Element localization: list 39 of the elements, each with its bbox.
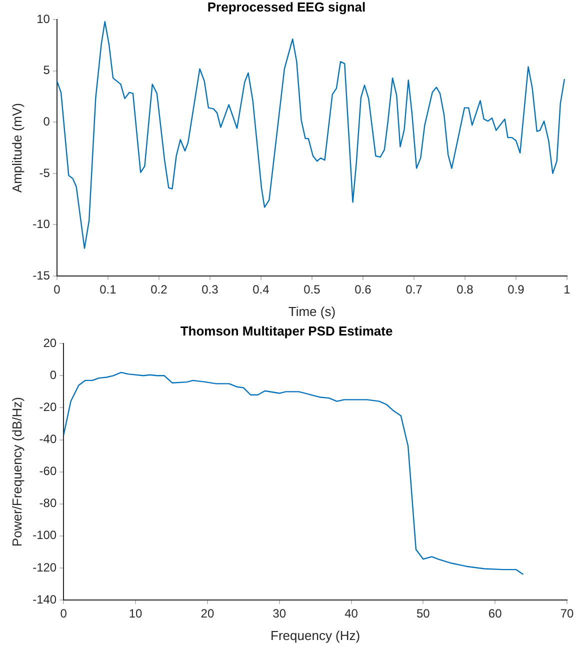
y-tick-label: -5 [39, 166, 50, 180]
x-tick-label: 70 [560, 606, 574, 621]
y-tick-label: 0 [50, 368, 57, 382]
y-axis-title: Amplitude (mV) [9, 103, 24, 193]
y-tick-label: 10 [36, 12, 50, 26]
chart-title: Preprocessed EEG signal [207, 0, 366, 14]
x-tick-label: 40 [344, 606, 358, 621]
x-tick-label: 1 [564, 282, 571, 297]
x-axis-title: Time (s) [288, 304, 336, 319]
chart-title: Thomson Multitaper PSD Estimate [180, 323, 393, 338]
x-tick-label: 20 [200, 606, 214, 621]
x-tick-label: 0.7 [406, 282, 423, 297]
x-tick-label: 10 [128, 606, 143, 621]
y-tick-label: -10 [32, 217, 50, 232]
x-tick-label: 0.3 [202, 282, 219, 297]
y-tick-label: -80 [39, 496, 57, 510]
x-tick-label: 0.8 [456, 282, 474, 297]
y-tick-label: 5 [43, 63, 50, 78]
x-tick-label: 0 [60, 606, 68, 621]
x-axis-title: Frequency (Hz) [270, 628, 360, 643]
x-tick-label: 0.4 [252, 282, 270, 297]
y-tick-label: -60 [39, 464, 57, 478]
x-tick-label: 60 [488, 606, 502, 621]
y-tick-label: -15 [32, 268, 50, 282]
y-tick-label: -120 [32, 560, 57, 574]
x-tick-label: 30 [272, 606, 286, 621]
y-tick-label: 20 [43, 336, 57, 350]
x-tick-label: 0.5 [304, 282, 321, 297]
x-tick-label: 50 [416, 606, 430, 621]
y-tick-label: -40 [39, 432, 57, 446]
y-tick-label: -20 [39, 400, 57, 414]
y-tick-label: -140 [32, 592, 57, 606]
x-tick-label: 0.6 [354, 282, 372, 297]
y-axis-title: Power/Frequency (dB/Hz) [9, 397, 24, 547]
x-tick-label: 0.1 [100, 282, 117, 297]
y-tick-label: 0 [43, 114, 50, 128]
x-tick-label: 0.9 [508, 282, 525, 297]
x-tick-label: 0.2 [150, 282, 168, 297]
y-tick-label: -100 [32, 528, 57, 542]
